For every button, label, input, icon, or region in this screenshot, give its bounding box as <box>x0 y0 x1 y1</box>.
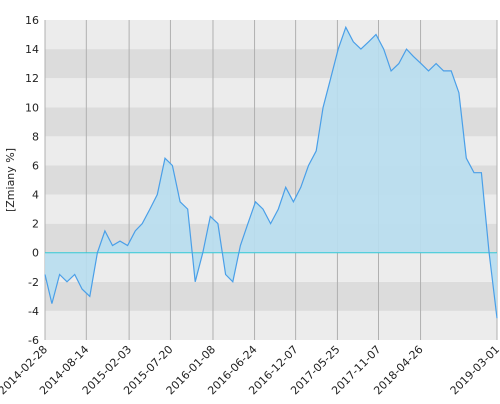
y-tick-label: 8 <box>32 130 39 143</box>
grid-band <box>45 20 497 50</box>
y-tick-label: 6 <box>32 159 39 172</box>
y-tick-label: 16 <box>25 14 39 27</box>
y-tick-label: 12 <box>25 72 39 85</box>
y-tick-label: 14 <box>25 43 39 56</box>
area <box>45 27 497 319</box>
y-tick-label: 2 <box>32 218 39 231</box>
y-tick-label: 4 <box>32 189 39 202</box>
grid-band <box>45 281 497 311</box>
y-tick-label: -6 <box>28 334 39 347</box>
grid-band <box>45 310 497 340</box>
y-tick-label: 10 <box>25 101 39 114</box>
x-tick-label: 2019-03-01 <box>448 343 500 397</box>
y-tick-label: -2 <box>28 276 39 289</box>
y-tick-label: -4 <box>28 305 39 318</box>
line <box>44 25 498 319</box>
grid-band <box>45 252 497 282</box>
y-axis-label: [Zmiany %] <box>4 148 17 212</box>
y-tick-label: 0 <box>32 247 39 260</box>
